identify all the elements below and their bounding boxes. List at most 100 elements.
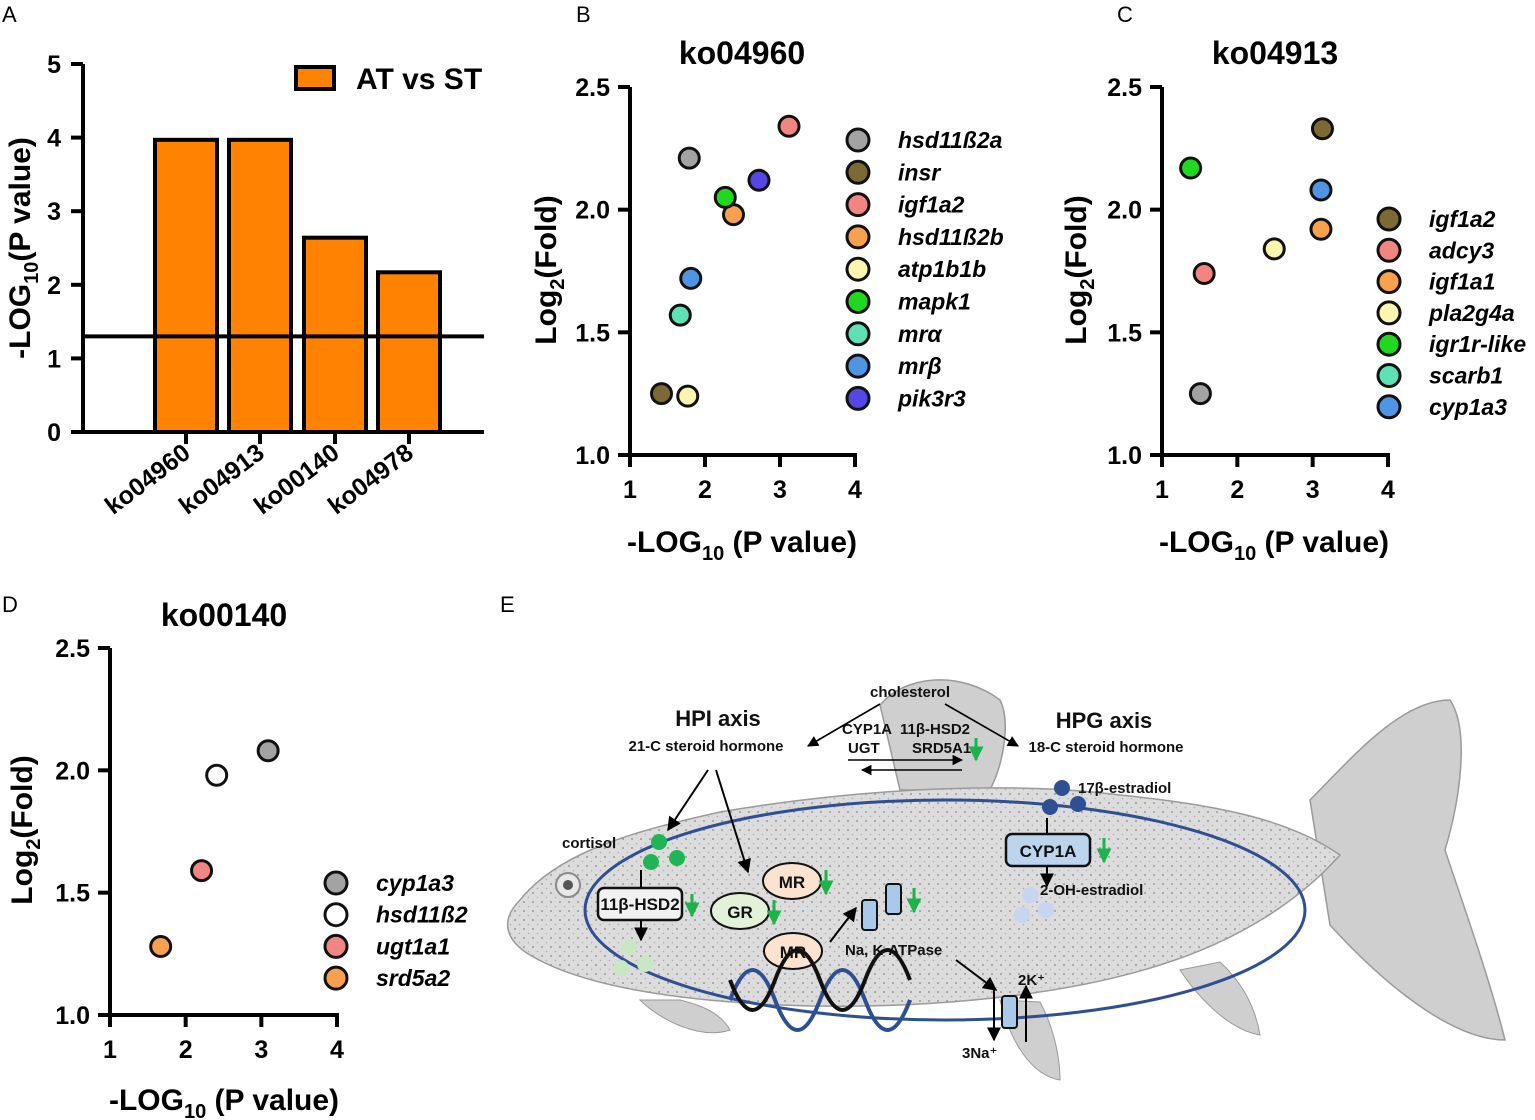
panel-label-e: E xyxy=(500,592,515,617)
hpi-axis-title: HPI axis xyxy=(675,706,761,731)
c-data-point xyxy=(1309,178,1333,202)
d-legend-label: srd5a2 xyxy=(376,965,450,991)
b-y-tick-label: 1.5 xyxy=(575,319,610,347)
b-data-point xyxy=(777,114,801,138)
c-data-point xyxy=(1262,237,1286,261)
c-legend-label: adcy3 xyxy=(1429,237,1494,263)
b-x-tick-label: 1 xyxy=(623,476,637,504)
a-x-tick-label: ko04913 xyxy=(174,438,270,520)
b-data-point xyxy=(650,382,673,406)
c-legend-label: pla2g4a xyxy=(1428,300,1515,326)
mr-label: MR xyxy=(779,873,805,892)
a-y-tick-label: 1 xyxy=(47,345,61,373)
b-y-tick-label: 2.0 xyxy=(575,197,610,225)
d-legend-label: ugt1a1 xyxy=(376,933,450,959)
d-data-point xyxy=(149,934,173,958)
b-legend-label: igf1a2 xyxy=(898,192,965,218)
c-data-point xyxy=(1309,217,1333,241)
scatter-chart-b: ko04960 1.0 1.5 2.0 2.5 1 2 3 4 hsd11ß2a insr igf1… xyxy=(530,35,1004,565)
enzyme-srd5a1-label: SRD5A1 xyxy=(912,740,971,757)
oh-estradiol-label: 2-OH-estradiol xyxy=(1040,882,1143,899)
b-chart-title: ko04960 xyxy=(679,35,805,71)
cortisol-dot xyxy=(651,834,667,850)
a-y-tick-label: 3 xyxy=(47,198,61,226)
b-legend-label: hsd11ß2b xyxy=(898,224,1004,250)
c-x-tick-label: 3 xyxy=(1306,476,1320,504)
potassium-label: 2K⁺ xyxy=(1018,972,1045,989)
b-data-point xyxy=(679,266,703,290)
cholesterol-label: cholesterol xyxy=(870,684,950,701)
c-data-point xyxy=(1192,261,1216,285)
a-y-tick-label: 5 xyxy=(47,51,61,79)
c-x-tick-label: 2 xyxy=(1230,476,1244,504)
atpase-pump-icon xyxy=(885,883,902,915)
c-legend-label: scarb1 xyxy=(1429,363,1503,389)
b-legend-marker xyxy=(845,224,871,250)
a-legend-label: AT vs ST xyxy=(356,63,482,96)
d-x-tick-label: 2 xyxy=(179,1036,193,1064)
enzyme-cyp1a-label: CYP1A xyxy=(842,721,892,738)
d-y-tick-label: 1.5 xyxy=(55,880,90,908)
cell-boundary-ellipse xyxy=(583,798,1307,1022)
b-legend-label: hsd11ß2a xyxy=(898,127,1003,153)
hpg-axis-subtitle: 18-C steroid hormone xyxy=(1028,739,1183,756)
a-bar xyxy=(153,137,219,434)
c-legend-label: igr1r-like xyxy=(1429,331,1526,357)
cortisol-dot xyxy=(669,850,685,866)
enzyme-ugt-label: UGT xyxy=(848,740,880,757)
b-legend-marker xyxy=(845,159,871,185)
c-data-point xyxy=(1179,156,1203,180)
b-legend-marker xyxy=(845,321,871,347)
arrow-atpase-to-membrane xyxy=(955,959,998,991)
c-legend-marker xyxy=(1376,269,1402,295)
estradiol-label: 17β-estradiol xyxy=(1078,780,1171,797)
d-legend-marker xyxy=(323,933,349,959)
c-y-tick-label: 2.0 xyxy=(1107,197,1142,225)
d-y-tick-label: 2.5 xyxy=(55,635,90,663)
d-chart-title: ko00140 xyxy=(161,597,287,633)
c-data-point xyxy=(1188,382,1212,406)
d-legend-marker xyxy=(323,965,349,991)
c-y-axis-label: Log2(Fold) xyxy=(1060,195,1099,344)
d-legend-marker xyxy=(323,902,349,928)
cortisol-label: cortisol xyxy=(562,835,616,852)
a-legend-swatch xyxy=(294,65,336,91)
metabolite-dot xyxy=(621,939,637,955)
cortisol-dot xyxy=(643,854,659,870)
c-legend-marker xyxy=(1376,363,1402,388)
arrow-chol-to-hpi xyxy=(807,703,881,747)
b-data-point xyxy=(668,303,692,327)
d-x-tick-label: 4 xyxy=(330,1036,344,1064)
c-data-point xyxy=(1310,117,1334,141)
b-x-axis-label: -LOG10 (P value) xyxy=(627,526,857,565)
b-y-tick-label: 2.5 xyxy=(575,74,610,102)
panel-label-b: B xyxy=(576,2,591,27)
sodium-label: 3Na⁺ xyxy=(962,1045,997,1062)
a-bar xyxy=(376,270,442,434)
b-data-point xyxy=(713,185,737,209)
metabolite-dot xyxy=(1014,907,1030,923)
b-legend-label: pik3r3 xyxy=(897,385,966,411)
panel-label-d: D xyxy=(2,592,18,617)
c-legend-label: igf1a1 xyxy=(1429,269,1495,295)
b-legend-label: mrβ xyxy=(898,353,942,379)
membrane-pump-icon xyxy=(1001,995,1018,1029)
c-y-tick-label: 1.0 xyxy=(1107,442,1142,470)
b-legend-label: mrα xyxy=(898,321,943,347)
b-legend-marker xyxy=(845,289,871,314)
arrow-hpi-gr xyxy=(715,769,751,874)
arrow-hpi-cortisol xyxy=(667,769,709,832)
scatter-chart-d: ko00140 1.0 1.5 2.0 2.5 1 2 3 4 cyp1a3 hsd11ß2 ugt… xyxy=(6,597,468,1120)
metabolite-dot xyxy=(1022,887,1038,903)
metabolite-dot xyxy=(613,960,629,976)
b-legend-marker xyxy=(845,353,871,379)
enzyme-hsd2-label: 11β-HSD2 xyxy=(900,721,970,738)
c-legend-marker xyxy=(1376,331,1402,357)
b-y-tick-label: 1.0 xyxy=(575,442,610,470)
d-y-axis-label: Log2(Fold) xyxy=(6,755,45,904)
scatter-chart-c: ko04913 1.0 1.5 2.0 2.5 1 2 3 4 igf1a2 adcy3 igf1a… xyxy=(1060,35,1526,565)
b-x-tick-label: 2 xyxy=(698,476,712,504)
c-y-tick-label: 2.5 xyxy=(1107,74,1142,102)
